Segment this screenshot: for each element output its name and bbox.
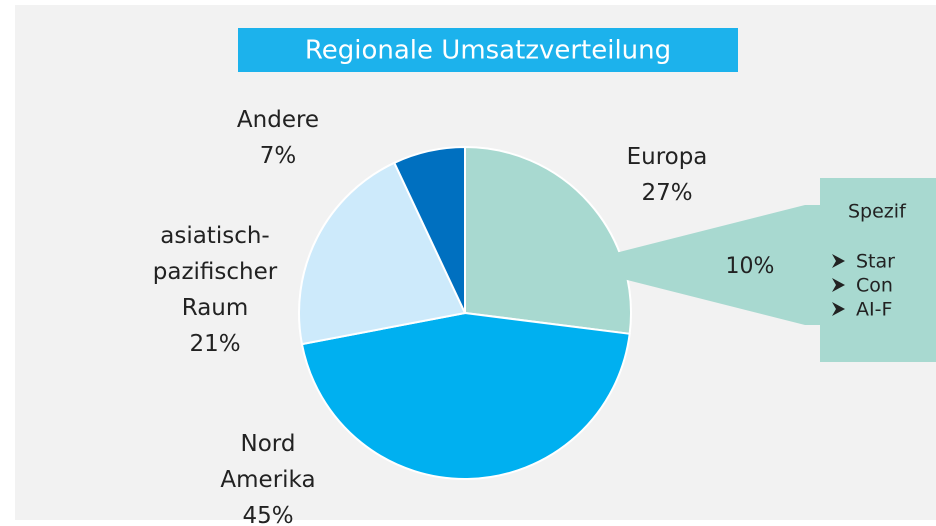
pie-slice xyxy=(464,145,632,335)
callout-title: Spezif xyxy=(848,201,907,223)
title-box xyxy=(238,28,738,72)
label-text: 21% xyxy=(189,331,241,357)
bullet-arrow xyxy=(832,254,845,268)
pie-slice xyxy=(300,311,631,480)
chart-title: Regionale Umsatzverteilung xyxy=(305,36,671,66)
label-text: 45% xyxy=(242,503,294,526)
callout-bullet: Star xyxy=(856,251,895,273)
slice-label: Andere 7% xyxy=(203,102,353,174)
label-text: 27% xyxy=(641,180,693,206)
slice-label: Nord Amerika 45% xyxy=(193,426,343,526)
label-text: Nord Amerika xyxy=(220,431,316,493)
bullet-arrow xyxy=(832,278,845,292)
bullet-arrow xyxy=(832,302,845,316)
pie-slice xyxy=(298,161,467,346)
label-text: asiatisch-pazifischer Raum xyxy=(152,223,278,321)
callout-label: 10% xyxy=(726,254,775,279)
callout-box xyxy=(820,178,936,362)
callout-pointer xyxy=(568,205,805,325)
callout-bullet: Con xyxy=(856,275,893,297)
slice-label: Europa 27% xyxy=(592,139,742,211)
callout-bullet: AI-F xyxy=(856,299,892,321)
label-text: Europa xyxy=(626,144,708,170)
slice-label: asiatisch-pazifischer Raum 21% xyxy=(140,218,290,362)
label-text: 7% xyxy=(259,143,297,169)
pie xyxy=(298,145,632,480)
callout-pointer-end xyxy=(805,205,820,325)
label-text: Andere xyxy=(236,107,320,133)
pie-slice xyxy=(392,145,466,314)
